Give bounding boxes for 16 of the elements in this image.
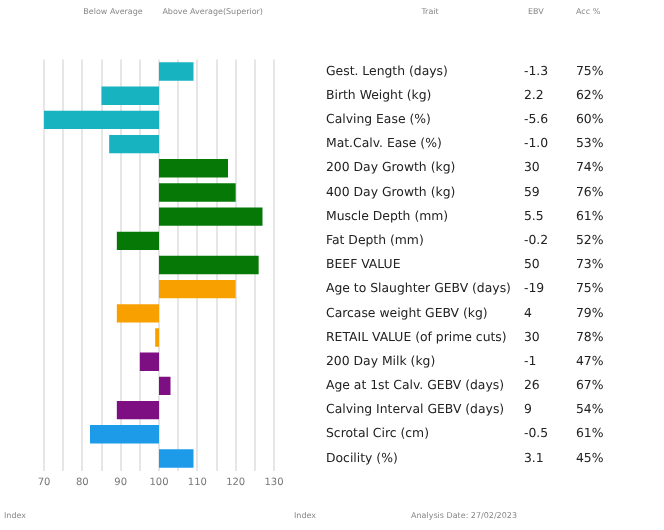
- bar: [90, 425, 159, 444]
- bar: [159, 62, 194, 81]
- bar: [159, 183, 236, 202]
- bar: [159, 449, 194, 468]
- bar: [159, 255, 259, 275]
- bar: [139, 352, 159, 371]
- bar: [159, 279, 236, 299]
- bar: [159, 159, 228, 178]
- bar: [116, 304, 159, 323]
- bar: [159, 207, 263, 226]
- bar: [44, 110, 159, 130]
- bar: [159, 376, 171, 396]
- bar: [116, 400, 159, 420]
- bar: [101, 86, 159, 105]
- bar: [116, 231, 159, 251]
- bar: [109, 134, 159, 154]
